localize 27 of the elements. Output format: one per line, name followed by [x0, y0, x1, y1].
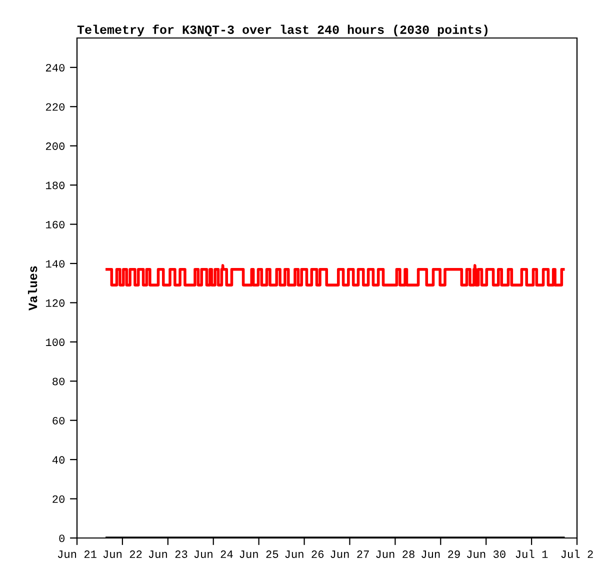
y-tick-label: 80 [52, 378, 65, 386]
y-axis-title: Values [28, 266, 38, 310]
x-tick-label: Jun 22 [103, 550, 142, 558]
y-tick-label: 160 [46, 220, 65, 228]
y-tick-label: 180 [46, 182, 65, 190]
x-tick-label: Jun 23 [148, 550, 188, 558]
y-tick-label: 220 [46, 103, 65, 111]
x-tick-label: Jun 21 [58, 550, 96, 558]
x-tick-label: Jun 24 [194, 550, 233, 558]
y-tick-label: 0 [59, 534, 65, 542]
x-tick-label: Jul 1 [516, 550, 548, 558]
x-tick-label: Jun 26 [285, 550, 324, 558]
x-tick-label: Jun 29 [422, 550, 460, 558]
y-tick-label: 20 [52, 495, 65, 503]
x-tick-label: Jun 25 [240, 550, 278, 558]
y-tick-label: 60 [52, 416, 65, 424]
y-tick-label: 100 [46, 338, 65, 346]
x-tick-label: Jun 28 [376, 550, 414, 558]
x-tick-label: Jun 30 [467, 550, 506, 558]
chart-title: Telemetry for K3NQT-3 over last 240 hours (2030 points) [77, 24, 488, 36]
y-tick-label: 240 [46, 64, 65, 72]
y-tick-label: 40 [52, 456, 65, 464]
x-tick-label: Jul 2 [561, 550, 593, 558]
y-tick-label: 140 [46, 260, 65, 268]
y-tick-label: 200 [46, 142, 65, 150]
y-tick-label: 120 [46, 299, 65, 307]
x-tick-label: Jun 27 [330, 550, 369, 558]
